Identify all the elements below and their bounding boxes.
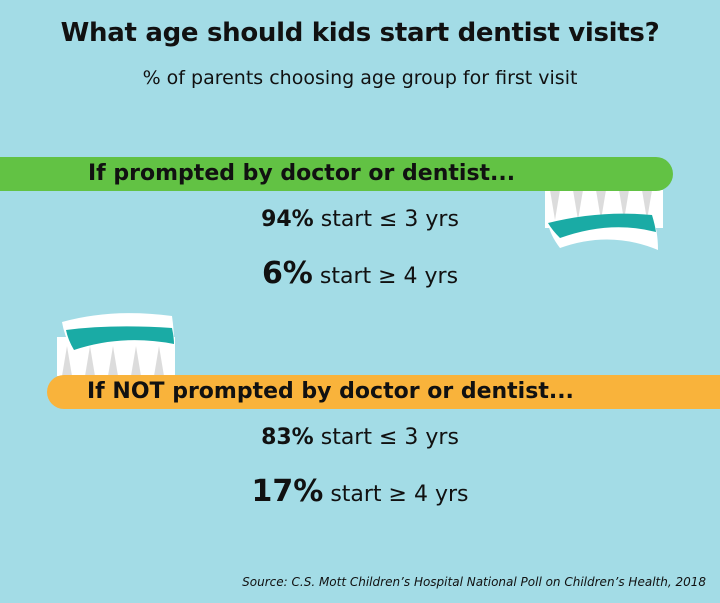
stat-value: 6% xyxy=(261,256,313,291)
not-prompted-label: If NOT prompted by doctor or dentist... xyxy=(87,379,574,404)
subtitle: % of parents choosing age group for firs… xyxy=(142,67,578,89)
prompted-label: If prompted by doctor or dentist... xyxy=(88,161,516,186)
toothbrush-head-icon xyxy=(57,313,175,376)
stat-value: 83% xyxy=(261,425,314,450)
stat-text: start ≤ 3 yrs xyxy=(320,425,459,450)
stat-value: 94% xyxy=(261,207,314,232)
not-prompted-banner: If NOT prompted by doctor or dentist... xyxy=(47,375,720,409)
stat-row: 6% start ≥ 4 yrs xyxy=(0,256,720,291)
prompted-banner: If prompted by doctor or dentist... xyxy=(0,157,673,191)
source-note: Source: C.S. Mott Children’s Hospital Na… xyxy=(242,575,706,589)
stat-row: 94% start ≤ 3 yrs xyxy=(0,207,720,232)
stat-text: start ≥ 4 yrs xyxy=(319,264,459,289)
stat-value: 17% xyxy=(251,474,324,509)
stat-row: 17% start ≥ 4 yrs xyxy=(0,474,720,509)
stat-row: 83% start ≤ 3 yrs xyxy=(0,425,720,450)
title: What age should kids start dentist visit… xyxy=(60,18,660,48)
toothbrush-head-icon xyxy=(545,190,663,250)
stat-text: start ≤ 3 yrs xyxy=(320,207,459,232)
stat-text: start ≥ 4 yrs xyxy=(330,482,469,507)
